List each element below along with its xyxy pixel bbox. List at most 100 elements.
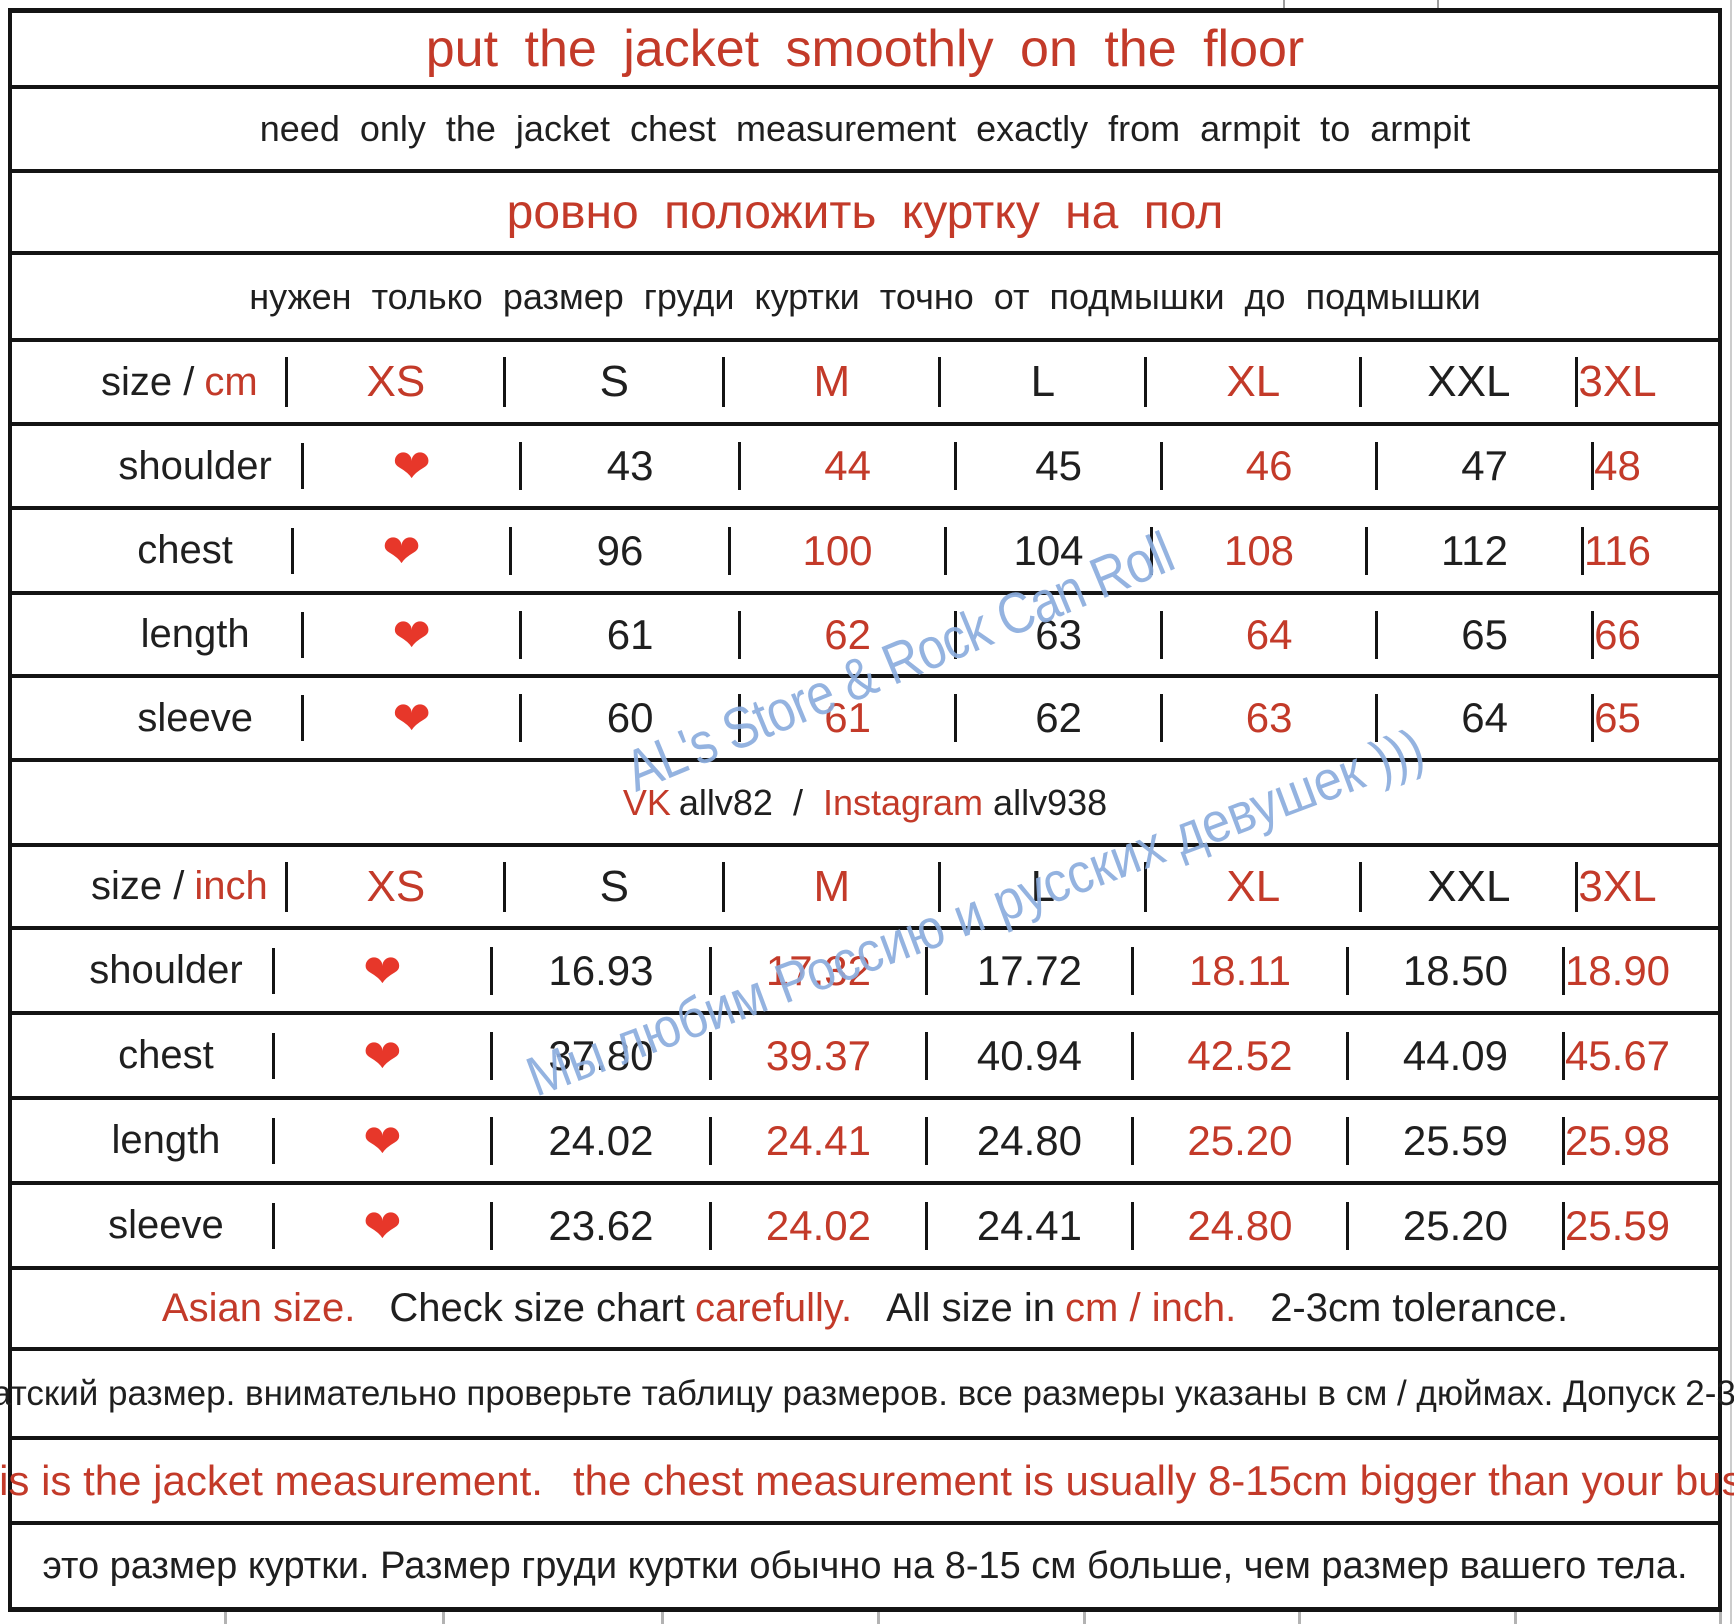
heart-icon: ❤: [392, 692, 431, 744]
col-header-s: S: [503, 861, 722, 912]
col-header-3xl: 3XL: [1575, 357, 1657, 407]
corner-cell-cm: size / cm: [73, 360, 285, 405]
divider-line: [442, 1612, 445, 1624]
cell-xs: ❤: [271, 944, 490, 997]
divider-line: [661, 1612, 664, 1624]
cell-value: 47: [1375, 442, 1591, 490]
note-segment: carefully.: [694, 1286, 853, 1330]
cell-value: 24.02: [489, 1116, 709, 1165]
note-segment: Check size chart: [389, 1286, 685, 1330]
cell-value: 108: [1150, 526, 1365, 575]
row-label: shoulder: [118, 443, 272, 488]
note-put-jacket-ru: ровно положить куртку на пол: [12, 173, 1718, 255]
note-jacket-measurement-ru: это размер куртки. Размер груди куртки о…: [12, 1525, 1718, 1607]
row-label: sleeve: [108, 1203, 224, 1247]
cell-xs: ❤: [271, 1117, 490, 1164]
heart-icon: ❤: [392, 440, 431, 492]
cell-value: 46: [1160, 442, 1375, 490]
cell-value: 17.72: [924, 946, 1131, 995]
table-cm-row-chest: chest ❤ 96 100 104 108 112 116: [12, 510, 1718, 595]
cell-value: 24.80: [924, 1116, 1131, 1165]
cell-value: 61: [519, 610, 738, 659]
divider-line: [877, 1612, 880, 1624]
cell-value: 24.41: [708, 1116, 925, 1165]
note-segment: All size in: [886, 1286, 1056, 1330]
cell-value: 24.02: [708, 1201, 925, 1250]
corner-prefix: size /: [90, 864, 185, 908]
heart-icon: ❤: [363, 944, 402, 997]
cell-value: 25.59: [1561, 1201, 1670, 1250]
col-header-s: S: [503, 357, 722, 407]
note-text: need only the jacket chest measurement e…: [259, 108, 1471, 149]
row-label: shoulder: [89, 948, 243, 992]
col-header-xs: XS: [285, 861, 503, 912]
cell-value: 112: [1365, 526, 1581, 575]
col-header-xl: XL: [1144, 357, 1359, 407]
cell-value: 44: [738, 442, 954, 490]
divider-line: [1719, 1612, 1722, 1624]
cell-value: 18.11: [1130, 946, 1346, 995]
heart-icon: ❤: [363, 1199, 402, 1252]
cell-value: 42.52: [1130, 1031, 1346, 1080]
cell-value: 104: [944, 526, 1150, 575]
cell-value: 116: [1581, 526, 1651, 575]
note-asian-size-en: Asian size. Check size chart carefully. …: [12, 1270, 1718, 1351]
table-cm-row-shoulder: shoulder ❤ 43 44 45 46 47 48: [12, 426, 1718, 510]
divider-line: [1083, 1612, 1086, 1624]
col-header-3xl: 3XL: [1575, 861, 1657, 912]
instagram-handle: allv938: [993, 781, 1108, 823]
cell-value: 64: [1160, 610, 1375, 659]
cell-value: 39.37: [708, 1031, 925, 1080]
note-segment: 2-3cm tolerance.: [1270, 1286, 1569, 1330]
cell-value: 63: [954, 610, 1160, 659]
note-segment: cm / inch.: [1065, 1286, 1237, 1330]
divider-line: [1514, 1612, 1517, 1624]
table-cm-row-sleeve: sleeve ❤ 60 61 62 63 64 65: [12, 678, 1718, 762]
divider-line: [224, 1612, 227, 1624]
separator: /: [792, 781, 803, 823]
note-text: ровно положить куртку на пол: [506, 185, 1224, 239]
cell-value: 100: [728, 526, 944, 575]
cell-value: 48: [1591, 442, 1641, 490]
corner-unit: cm: [204, 359, 258, 404]
corner-prefix: size /: [101, 359, 195, 404]
note-text: put the jacket smoothly on the floor: [425, 20, 1305, 78]
table-inch-row-length: length ❤ 24.02 24.41 24.80 25.20 25.59 2…: [12, 1100, 1718, 1185]
vk-label: VK: [622, 781, 671, 823]
note-need-only-en: need only the jacket chest measurement e…: [12, 89, 1718, 173]
corner-unit: inch: [194, 864, 268, 908]
heart-icon: ❤: [382, 524, 421, 577]
cell-value: 45: [954, 442, 1160, 490]
divider-line: [1730, 0, 1732, 1624]
col-header-xs: XS: [285, 357, 503, 407]
cell-value: 25.20: [1130, 1116, 1346, 1165]
cell-value: 25.20: [1345, 1201, 1562, 1250]
cell-value: 24.80: [1130, 1201, 1346, 1250]
cell-xs: ❤: [301, 695, 519, 741]
note-text: это размер куртки. Размер груди куртки о…: [42, 1544, 1688, 1587]
table-inch-row-shoulder: shoulder ❤ 16.93 17.32 17.72 18.11 18.50…: [12, 930, 1718, 1015]
cell-value: 25.59: [1345, 1116, 1562, 1165]
col-header-m: M: [722, 357, 938, 407]
note-segment: Asian size.: [161, 1286, 356, 1330]
col-header-xxl: XXL: [1359, 861, 1575, 912]
col-header-l: L: [938, 357, 1144, 407]
note-segment: the chest measurement is usually 8-15cm …: [572, 1456, 1734, 1504]
note-segment: this is the jacket measurement.: [0, 1456, 543, 1504]
row-label: chest: [118, 1033, 214, 1077]
cell-value: 18.50: [1345, 946, 1562, 995]
instagram-label: Instagram: [822, 781, 984, 823]
cell-value: 17.32: [708, 946, 925, 995]
size-chart-table: put the jacket smoothly on the floor nee…: [0, 8, 1734, 1612]
row-label: length: [140, 612, 250, 656]
note-jacket-measurement-en: this is the jacket measurement. the ches…: [0, 1440, 1734, 1525]
vk-handle: allv82: [678, 781, 773, 823]
cell-value: 64: [1375, 694, 1591, 742]
cell-value: 37.80: [489, 1031, 709, 1080]
row-label: sleeve: [137, 695, 253, 740]
note-asian-size-ru: Азиатский размер. внимательно проверьте …: [0, 1351, 1734, 1440]
table-cm-header-row: size / cm XS S M L XL XXL 3XL: [12, 342, 1718, 426]
col-header-l: L: [938, 861, 1144, 912]
cell-value: 96: [509, 526, 728, 575]
